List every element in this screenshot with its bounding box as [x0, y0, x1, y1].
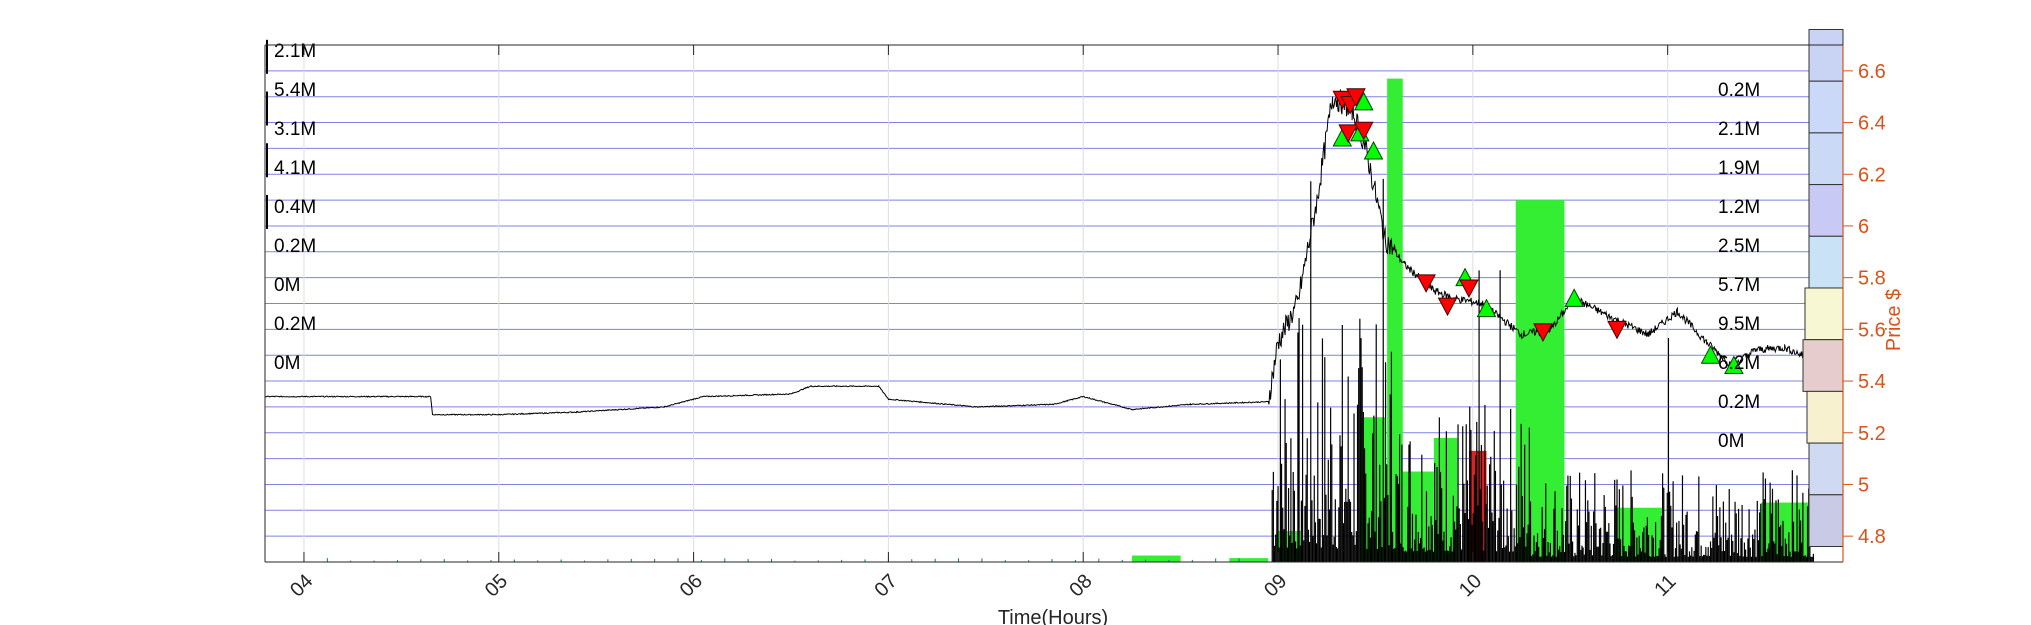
y-axis-title: Price $ [1883, 289, 1905, 351]
side-volume-box [1808, 494, 1844, 547]
side-volume-box [1808, 80, 1844, 134]
right-volume-label: 0M [1718, 431, 1744, 452]
y-tick-label: 5.4 [1858, 371, 1886, 393]
side-volume-boxes [266, 28, 1844, 547]
sell-marker [1338, 124, 1359, 143]
y-tick-label: 5 [1858, 474, 1869, 496]
right-volume-label: 5.7M [1718, 275, 1760, 296]
x-tick-label: 07 [871, 570, 902, 601]
buy-marker [1564, 288, 1584, 307]
right-volume-label: 6.2M [1718, 353, 1760, 374]
volume-labels: 2.1M 5.4M 3.1M 4.1M 0.4M 0.2M 0M 0.2M 0M 0.2M 2.1M… [274, 41, 1760, 452]
y-tick-label: 6.6 [1858, 61, 1886, 83]
sell-marker [1437, 297, 1458, 317]
side-volume-box [1802, 339, 1844, 392]
left-volume-label: 0.2M [274, 314, 316, 335]
left-volume-label: 2.1M [274, 41, 316, 62]
volume-bin [1131, 555, 1181, 562]
x-axis-title: Time(Hours) [998, 607, 1108, 625]
right-volume-label: 1.2M [1718, 197, 1760, 218]
right-volume-label: 9.5M [1718, 314, 1760, 335]
y-tick-label: 4.8 [1858, 526, 1886, 548]
side-volume-box [1804, 287, 1844, 341]
y-tick-label: 6 [1858, 216, 1869, 238]
x-tick-label: 08 [1065, 570, 1096, 601]
buy-marker [1363, 140, 1384, 160]
x-tick-label: 11 [1650, 571, 1680, 601]
y-tick-label: 6.4 [1858, 113, 1886, 135]
volume-bin [1229, 558, 1269, 562]
left-volume-label: 0.2M [274, 236, 316, 257]
y-tick-label: 5.8 [1858, 268, 1886, 290]
right-volume-label: 0.2M [1718, 80, 1760, 101]
buy-marker [1700, 345, 1721, 364]
sell-marker [1533, 323, 1553, 343]
side-volume-box [1808, 442, 1844, 496]
y-tick-label: 5.2 [1858, 423, 1886, 445]
sell-marker [1346, 88, 1366, 107]
sell-marker [1353, 121, 1374, 141]
right-volume-label: 2.1M [1718, 119, 1760, 140]
side-volume-box [1808, 235, 1844, 289]
buy-marker [1353, 91, 1374, 111]
trade-markers [1332, 88, 1744, 375]
left-volume-label: 4.1M [274, 158, 316, 179]
side-volume-box [1806, 390, 1844, 444]
volume-bin [1387, 78, 1403, 562]
buy-marker [1724, 355, 1744, 375]
grid-layer [265, 44, 1843, 563]
price-line-path [264, 88, 1809, 416]
left-volume-label: 5.4M [274, 80, 316, 101]
left-volume-label: 3.1M [274, 119, 316, 140]
volume-bin [1515, 200, 1565, 562]
sell-marker [1459, 279, 1479, 299]
side-volume-box [1808, 184, 1844, 237]
x-tick-label: 09 [1260, 570, 1291, 601]
right-volume-label: 0.2M [1718, 392, 1760, 413]
trade-bars [303, 178, 1814, 562]
x-tick-label: 06 [676, 570, 707, 601]
left-volume-label: 0.4M [274, 197, 316, 218]
side-volume-box [1808, 132, 1844, 186]
sell-marker [1416, 274, 1436, 293]
right-volume-label: 2.5M [1718, 236, 1760, 257]
price-line [264, 88, 1809, 416]
right-volume-label: 1.9M [1718, 158, 1760, 179]
x-tick-label: 04 [286, 570, 317, 601]
y-tick-label: 6.2 [1858, 164, 1886, 186]
sell-marker [1607, 320, 1627, 340]
x-tick-label: 10 [1455, 570, 1486, 601]
left-volume-label: 0M [274, 353, 300, 374]
x-tick-label: 05 [481, 570, 512, 601]
side-volume-box [1808, 28, 1844, 82]
left-volume-label: 0M [274, 275, 300, 296]
buy-marker [1476, 298, 1497, 318]
y-tick-label: 5.6 [1858, 319, 1886, 341]
